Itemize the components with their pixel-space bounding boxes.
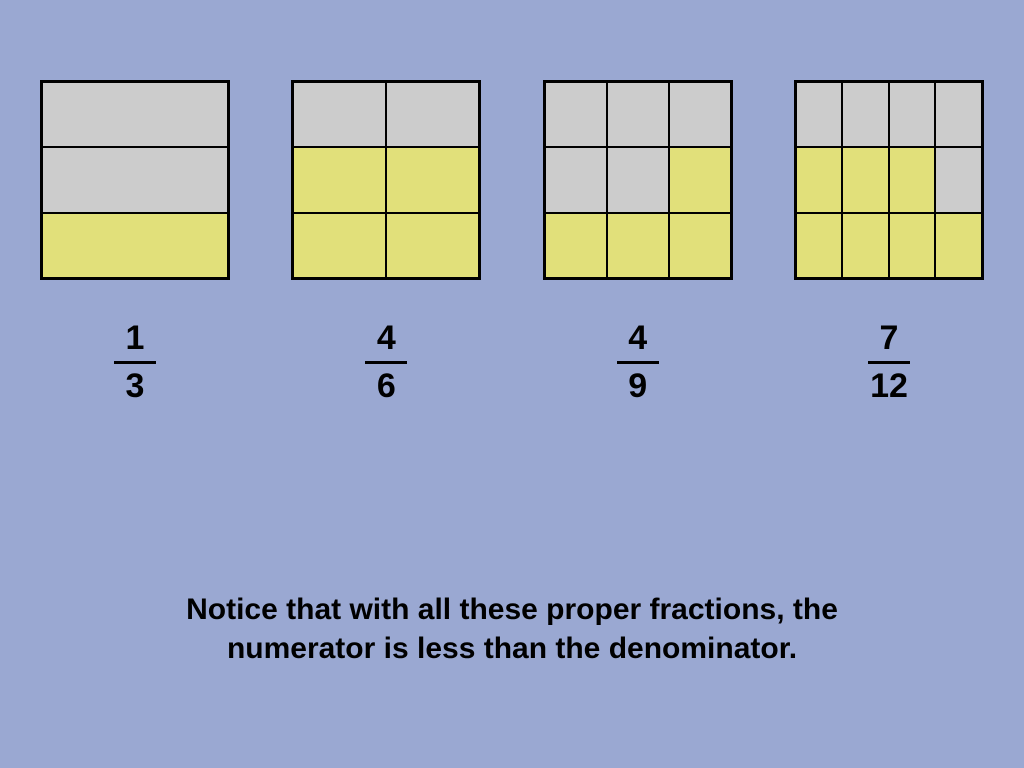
fraction-label: 13 (114, 320, 156, 406)
fraction-denominator: 3 (114, 368, 156, 405)
panel-one-third: 13 (40, 80, 230, 406)
panel-four-ninths: 49 (543, 80, 733, 406)
fraction-grid (291, 80, 481, 280)
fraction-numerator: 4 (365, 320, 407, 357)
cell-filled (796, 147, 843, 212)
fraction-numerator: 4 (617, 320, 659, 357)
cell-empty (607, 147, 669, 212)
fraction-grid (794, 80, 984, 280)
cell-empty (42, 82, 228, 147)
fraction-grid (543, 80, 733, 280)
cell-empty (293, 82, 386, 147)
caption-text: Notice that with all these proper fracti… (0, 590, 1024, 668)
fraction-denominator: 6 (365, 368, 407, 405)
cell-empty (607, 82, 669, 147)
cell-filled (545, 213, 607, 278)
cell-empty (796, 82, 843, 147)
fraction-grid (40, 80, 230, 280)
cell-filled (935, 213, 982, 278)
cell-filled (42, 213, 228, 278)
cell-empty (386, 82, 479, 147)
cell-filled (386, 213, 479, 278)
cell-filled (386, 147, 479, 212)
cell-empty (842, 82, 889, 147)
panel-four-sixths: 46 (291, 80, 481, 406)
cell-filled (669, 213, 731, 278)
cell-empty (935, 82, 982, 147)
fraction-bar (365, 361, 407, 364)
cell-filled (669, 147, 731, 212)
cell-empty (545, 147, 607, 212)
fraction-bar (114, 361, 156, 364)
fraction-label: 46 (365, 320, 407, 406)
fraction-bar (868, 361, 910, 364)
cell-filled (842, 213, 889, 278)
cell-filled (293, 213, 386, 278)
fraction-label: 49 (617, 320, 659, 406)
fraction-denominator: 12 (868, 368, 910, 405)
cell-filled (889, 147, 936, 212)
cell-empty (669, 82, 731, 147)
panel-seven-twelfths: 712 (794, 80, 984, 406)
cell-filled (293, 147, 386, 212)
cell-filled (842, 147, 889, 212)
fraction-numerator: 1 (114, 320, 156, 357)
fraction-denominator: 9 (617, 368, 659, 405)
cell-empty (935, 147, 982, 212)
fraction-bar (617, 361, 659, 364)
grids-row: 134649712 (40, 80, 984, 406)
fraction-label: 712 (868, 320, 910, 406)
cell-empty (889, 82, 936, 147)
cell-empty (545, 82, 607, 147)
canvas: 134649712 Notice that with all these pro… (0, 0, 1024, 768)
cell-filled (889, 213, 936, 278)
cell-filled (607, 213, 669, 278)
fraction-numerator: 7 (868, 320, 910, 357)
cell-filled (796, 213, 843, 278)
cell-empty (42, 147, 228, 212)
